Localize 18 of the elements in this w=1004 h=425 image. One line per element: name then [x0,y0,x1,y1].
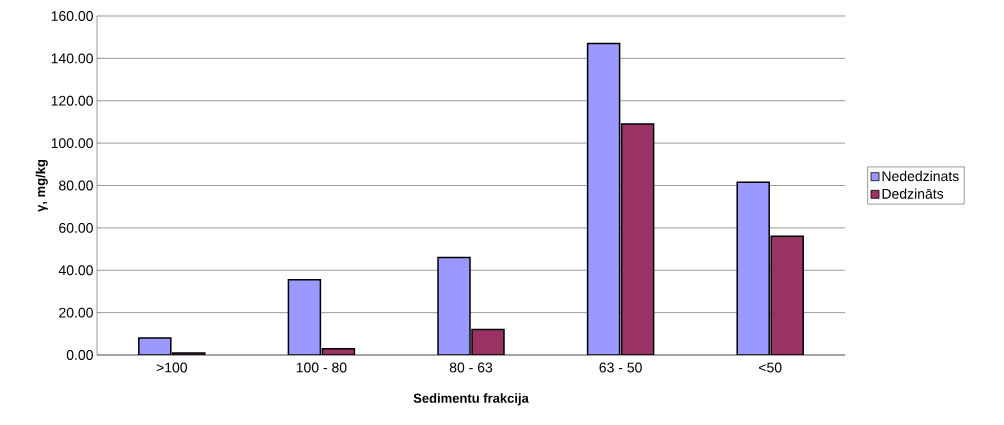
y-tick-label: 80.00 [59,180,93,191]
legend-label: Dedzināts [882,188,944,199]
y-tick-label: 160.00 [51,11,93,21]
y-tick-label: 140.00 [51,53,93,64]
x-tick-label: 63 - 50 [599,362,642,373]
y-tick-label: 20.00 [59,307,93,318]
y-axis-title: γ, mg/kg [35,160,48,212]
x-tick-label: 80 - 63 [449,362,493,373]
y-tick-label: 40.00 [58,265,93,276]
x-tick-label: 100 - 80 [296,362,347,373]
x-tick-label: <50 [759,362,782,373]
x-axis-title: Sedimentu frakcija [413,393,529,406]
y-tick-label: 100.00 [51,138,93,149]
y-tick-label: 60.00 [59,222,93,233]
y-tick-label: 120.00 [51,95,93,106]
y-tick-label: 0.00 [66,350,93,360]
legend-label: Nededzinats [882,170,959,182]
x-tick-label: >100 [156,362,188,373]
